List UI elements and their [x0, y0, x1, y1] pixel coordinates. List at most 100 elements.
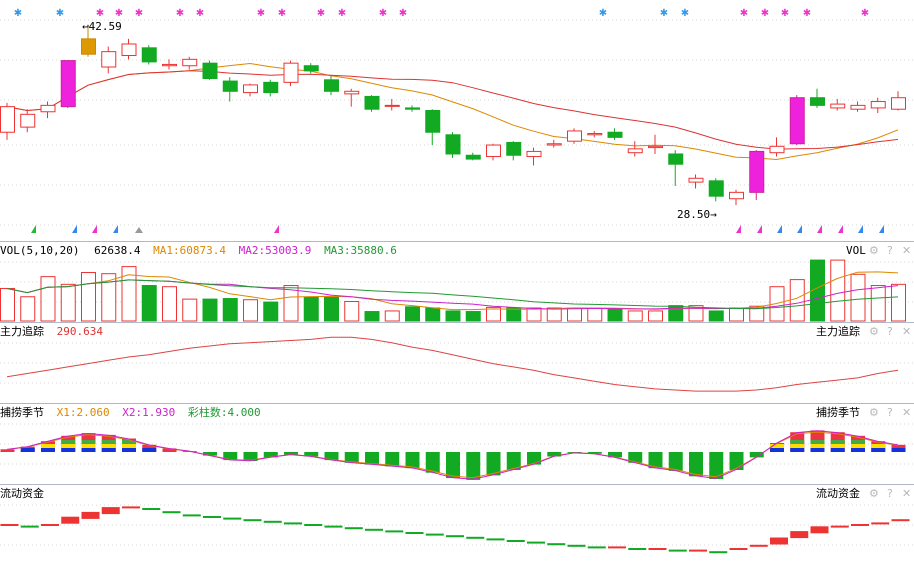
season-bar-negative — [344, 452, 359, 463]
blue-star-icon: ✱ — [681, 8, 689, 19]
volume-bar — [708, 310, 724, 322]
zhuli-settings-icon[interactable]: ⚙ — [869, 325, 879, 338]
volume-bar — [729, 307, 744, 322]
season-bar-band — [790, 444, 805, 448]
volume-bar — [243, 299, 258, 322]
season-bar-negative — [466, 452, 481, 480]
volume-bar — [60, 283, 76, 322]
season-bar-band — [61, 444, 76, 448]
liudong-segment — [749, 544, 768, 547]
volume-bar — [587, 307, 603, 322]
season-bar-negative — [648, 452, 663, 469]
liudong-segment — [20, 525, 39, 528]
candle-body — [121, 43, 137, 56]
zhuli-help-icon[interactable]: ? — [887, 325, 893, 338]
season-bar-negative — [203, 452, 217, 456]
season-bar-negative — [486, 452, 501, 476]
volume-bar — [445, 310, 461, 322]
bulao-settings-icon[interactable]: ⚙ — [869, 406, 879, 419]
liudong-segment — [506, 540, 525, 542]
season-bar-band — [810, 444, 825, 448]
pink-star-icon: ✱ — [379, 8, 387, 19]
candle-body — [162, 63, 177, 67]
liudong-segment — [405, 532, 424, 534]
vol-help-icon[interactable]: ? — [887, 244, 893, 257]
liudong-close-icon[interactable]: ✕ — [902, 487, 912, 500]
liudong-segment — [81, 511, 100, 519]
liudong-panel-tag: 流动资金 — [816, 487, 860, 500]
bulao-help-icon[interactable]: ? — [887, 406, 893, 419]
blue-star-icon: ✱ — [660, 8, 668, 19]
flag-marker-icon — [879, 225, 884, 233]
liudong-segment — [567, 544, 586, 547]
volume-bar — [263, 301, 279, 322]
vol-ma3-line — [6, 279, 899, 310]
season-bar-negative — [243, 452, 258, 461]
pink-star-icon: ✱ — [861, 8, 869, 19]
bulao-x1-label: X1:2.060 — [56, 406, 110, 419]
liudong-segment — [770, 537, 788, 545]
liudong-segment — [162, 511, 181, 514]
pink-star-icon: ✱ — [338, 8, 346, 19]
liudong-segment — [284, 522, 302, 525]
liudong-help-icon[interactable]: ? — [887, 487, 893, 500]
candle-body — [546, 143, 562, 146]
volume-bar — [405, 306, 420, 322]
bulao-x2-label: X2:1.930 — [122, 406, 176, 419]
pink-star-icon: ✱ — [135, 8, 143, 19]
vol-panel-name: VOL(5,10,20) — [0, 244, 80, 257]
volume-bar — [364, 311, 380, 322]
candle-body — [465, 154, 481, 160]
volume-bar — [506, 307, 522, 322]
price-ma-line-2 — [6, 70, 899, 150]
liudong-settings-icon[interactable]: ⚙ — [869, 487, 879, 500]
liudong-segment — [0, 524, 19, 526]
candle-body — [870, 101, 886, 109]
season-bar-negative — [709, 452, 724, 479]
liudong-segment — [871, 522, 890, 525]
zhuli-close-icon[interactable]: ✕ — [902, 325, 912, 338]
liudong-segment — [668, 549, 687, 552]
season-bar-band — [81, 448, 96, 452]
volume-bar — [384, 310, 400, 322]
zhuli-panel-value: 290.634 — [56, 325, 103, 338]
flag-marker-icon — [736, 225, 741, 233]
candle-body — [607, 131, 623, 138]
flag-marker-icon — [757, 225, 762, 233]
volume-bar — [627, 310, 643, 322]
season-bar-negative — [749, 452, 764, 458]
liudong-segment — [810, 526, 829, 534]
candle-body — [405, 107, 420, 110]
candle-body — [384, 104, 400, 107]
season-bar-band — [41, 444, 55, 448]
season-bar-band — [81, 440, 96, 444]
zhuli-panel-name: 主力追踪 — [0, 325, 44, 338]
season-bar-negative — [689, 452, 703, 477]
season-bar-negative — [385, 452, 400, 467]
liudong-segment — [243, 519, 262, 522]
candle-body — [101, 51, 117, 68]
candle-body — [0, 106, 15, 133]
blue-star-icon: ✱ — [56, 8, 64, 19]
vol-close-icon[interactable]: ✕ — [902, 244, 912, 257]
liudong-segment — [830, 525, 849, 528]
vol-settings-icon[interactable]: ⚙ — [869, 244, 879, 257]
candle-body — [749, 150, 765, 193]
bulao-panel-tag: 捕捞季节 — [816, 406, 860, 419]
candle-body — [729, 191, 744, 200]
candle-body — [303, 65, 319, 72]
candle-body — [688, 177, 704, 183]
liudong-segment — [891, 519, 910, 522]
liudong-segment — [587, 546, 606, 549]
season-bar-positive — [0, 449, 15, 452]
liudong-segment — [203, 516, 221, 518]
liudong-segment — [628, 548, 647, 550]
candle-body — [850, 104, 866, 110]
liudong-segment — [304, 524, 323, 526]
bulao-close-icon[interactable]: ✕ — [902, 406, 912, 419]
volume-bar — [830, 259, 846, 322]
flag-marker-icon — [113, 225, 118, 233]
liudong-segment — [446, 535, 464, 538]
flag-marker-icon — [817, 225, 822, 233]
